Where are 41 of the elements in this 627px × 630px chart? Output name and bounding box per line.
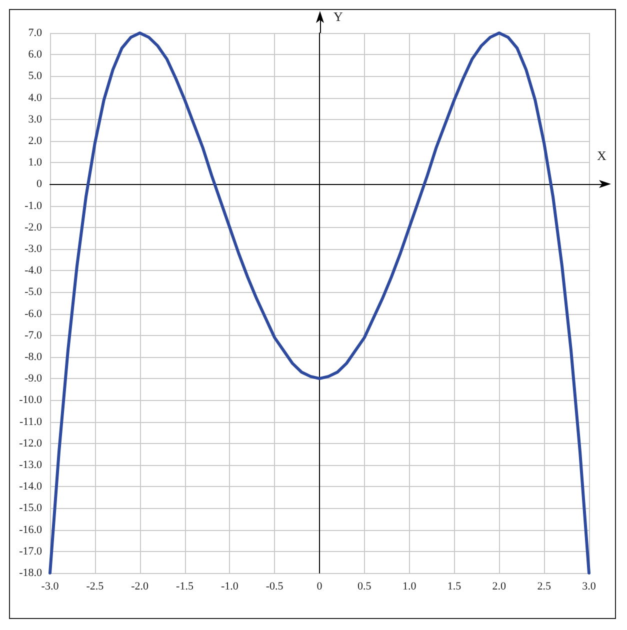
- x-tick-label: 2.5: [537, 580, 552, 592]
- y-tick-label: -8.0: [24, 351, 42, 363]
- y-tick-label: -13.0: [19, 459, 42, 471]
- x-tick-label: -2.5: [86, 580, 104, 592]
- y-tick-label: 6.0: [28, 48, 42, 61]
- y-tick-label: -5.0: [24, 286, 42, 298]
- x-tick-label: 1.5: [447, 580, 462, 592]
- y-tick-label: -11.0: [19, 416, 42, 428]
- y-tick-label: 1.0: [28, 156, 42, 169]
- x-tick-label: 1.0: [402, 580, 417, 592]
- y-tick-label: -9.0: [24, 372, 42, 385]
- x-tick-label: 0: [316, 580, 323, 592]
- x-tick-label: -2.0: [131, 580, 150, 592]
- y-tick-label: -14.0: [19, 480, 42, 493]
- y-tick-label: 0: [36, 178, 42, 190]
- y-tick-label: 4.0: [28, 92, 42, 104]
- y-tick-label: -18.0: [19, 567, 42, 579]
- y-tick-label: -15.0: [19, 502, 42, 514]
- x-tick-label: -3.0: [41, 580, 60, 592]
- y-tick-label: -2.0: [24, 221, 42, 234]
- y-tick-label: -7.0: [24, 329, 42, 342]
- y-tick-label: -1.0: [24, 200, 42, 212]
- x-tick-label: 3.0: [582, 580, 596, 592]
- x-axis-title: X: [597, 148, 607, 164]
- y-tick-label: -4.0: [24, 264, 42, 277]
- y-tick-label: -12.0: [19, 437, 42, 450]
- y-tick-label: 2.0: [28, 135, 42, 147]
- y-tick-label: -6.0: [24, 308, 42, 320]
- y-tick-label: -3.0: [24, 243, 42, 255]
- x-tick-label: -1.5: [176, 580, 194, 592]
- x-tick-label: -0.5: [266, 580, 284, 592]
- y-tick-label: -17.0: [19, 545, 42, 558]
- y-tick-label: -10.0: [19, 394, 42, 406]
- x-tick-label: 2.0: [492, 580, 507, 592]
- y-tick-label: 5.0: [28, 70, 42, 82]
- y-axis-title: Y: [334, 9, 344, 24]
- y-tick-label: -16.0: [19, 524, 42, 536]
- x-tick-label: -1.0: [220, 580, 239, 592]
- y-tick-label: 3.0: [28, 113, 42, 126]
- x-tick-label: 0.5: [358, 580, 372, 592]
- y-tick-label: 7.0: [28, 27, 42, 39]
